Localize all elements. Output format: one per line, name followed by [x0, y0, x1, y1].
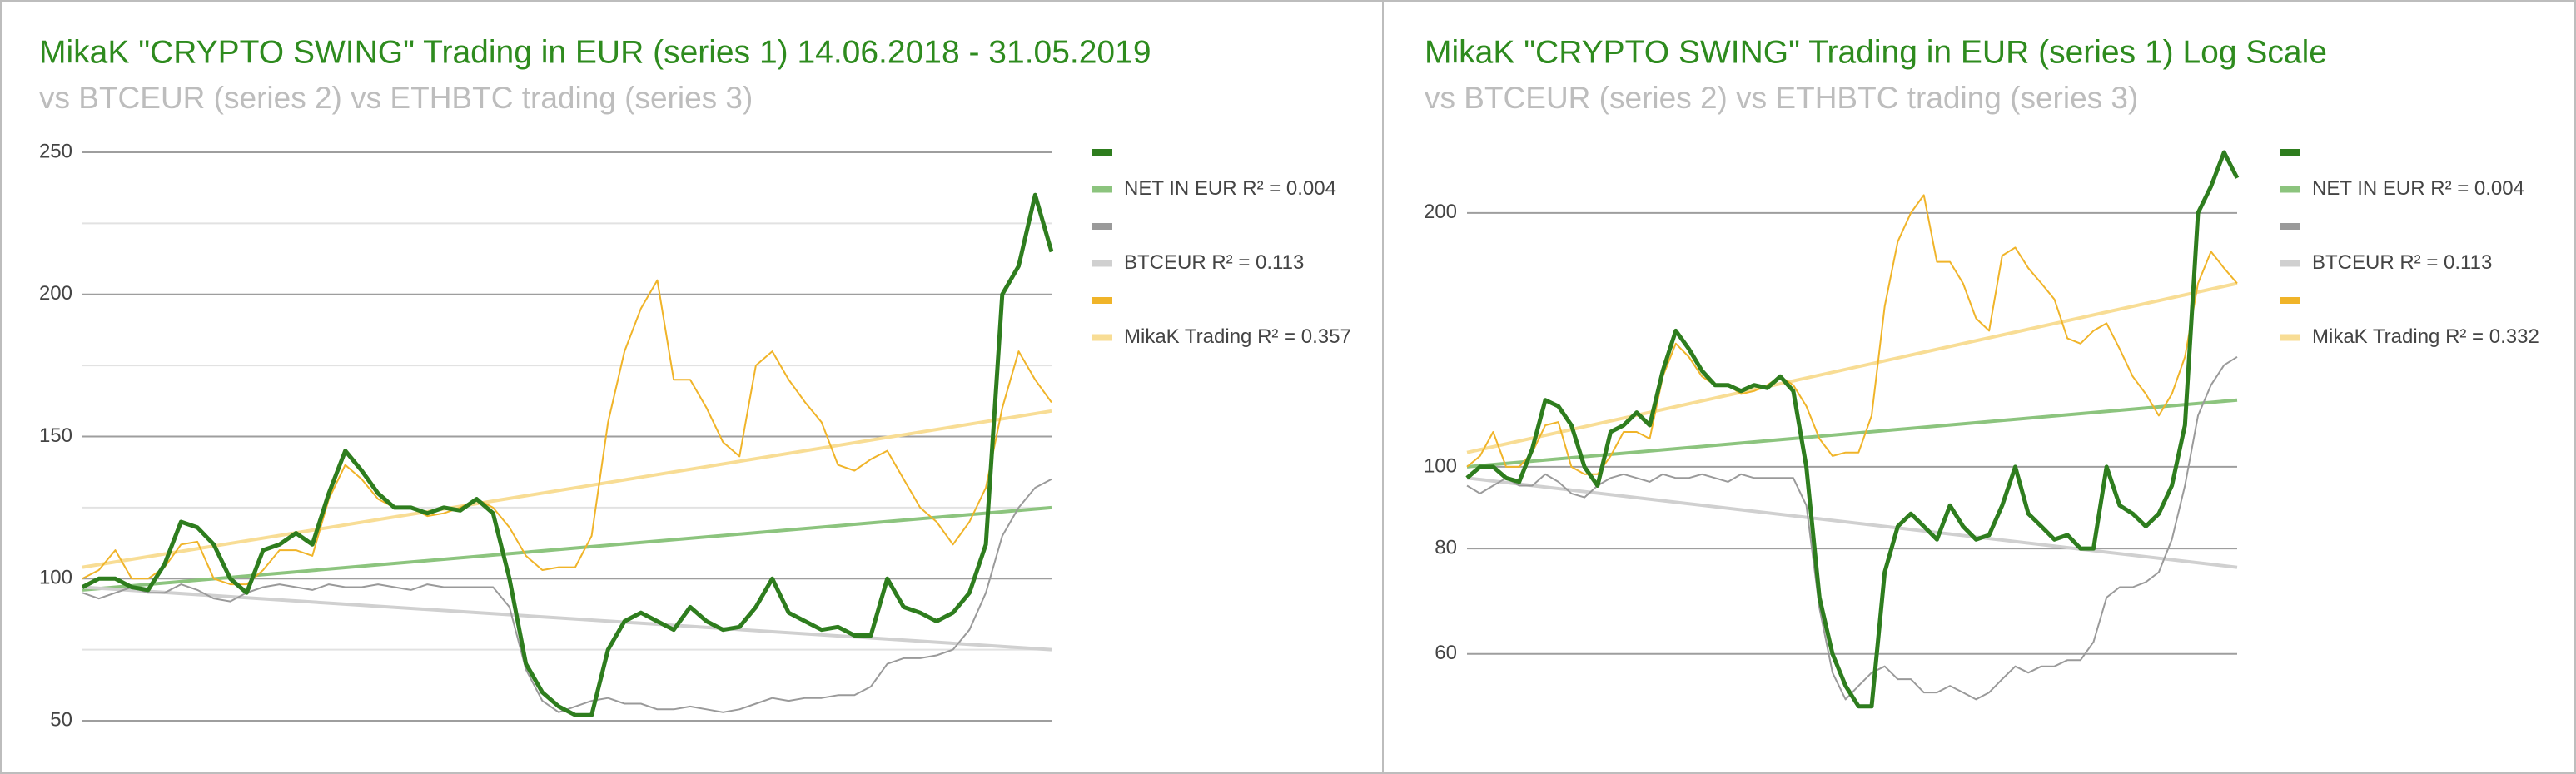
trendline — [82, 505, 1052, 592]
trendline — [1466, 398, 2238, 469]
chart-subtitle: vs BTCEUR (series 2) vs ETHBTC trading (… — [39, 81, 753, 115]
y-tick-label: 100 — [1424, 454, 1457, 477]
legend-swatch — [2280, 260, 2300, 267]
legend-swatch — [1092, 223, 1112, 230]
legend-label: MikaK Trading R² = 0.357 — [1124, 325, 1351, 348]
trendline — [1466, 476, 2238, 569]
y-tick-label: 250 — [39, 140, 72, 162]
legend-swatch — [1092, 260, 1112, 267]
series-line — [1466, 194, 2238, 475]
series-line — [82, 279, 1052, 586]
series-line — [81, 192, 1054, 717]
trendline — [1466, 281, 2238, 454]
series-line — [1466, 355, 2238, 701]
y-tick-label: 50 — [50, 708, 72, 731]
legend-swatch — [2280, 223, 2300, 230]
legend-swatch — [1092, 149, 1112, 156]
y-tick-label: 200 — [1424, 201, 1457, 223]
legend-label: BTCEUR R² = 0.113 — [2312, 251, 2492, 274]
legend-swatch — [2280, 297, 2300, 304]
legend-swatch — [2280, 149, 2300, 156]
legend-label: MikaK Trading R² = 0.332 — [2312, 325, 2539, 348]
legend-label: BTCEUR R² = 0.113 — [1124, 251, 1304, 274]
trendline — [82, 585, 1052, 652]
y-tick-label: 100 — [39, 567, 72, 589]
legend-label: NET IN EUR R² = 0.004 — [2312, 177, 2524, 200]
y-tick-label: 150 — [39, 424, 72, 447]
legend-label: NET IN EUR R² = 0.004 — [1124, 177, 1336, 200]
y-tick-label: 80 — [1435, 536, 1457, 558]
y-tick-label: 200 — [39, 282, 72, 305]
legend-swatch — [2280, 334, 2300, 341]
trendline — [82, 409, 1052, 569]
legend-swatch — [1092, 334, 1112, 341]
legend-swatch — [1092, 186, 1112, 193]
series-line — [1465, 150, 2240, 709]
y-tick-label: 60 — [1435, 642, 1457, 664]
legend-swatch — [2280, 186, 2300, 193]
legend-swatch — [1092, 297, 1112, 304]
chart-title: MikaK "CRYPTO SWING" Trading in EUR (ser… — [39, 34, 1151, 70]
chart-subtitle: vs BTCEUR (series 2) vs ETHBTC trading (… — [1425, 81, 2138, 115]
chart-title: MikaK "CRYPTO SWING" Trading in EUR (ser… — [1425, 34, 2327, 70]
